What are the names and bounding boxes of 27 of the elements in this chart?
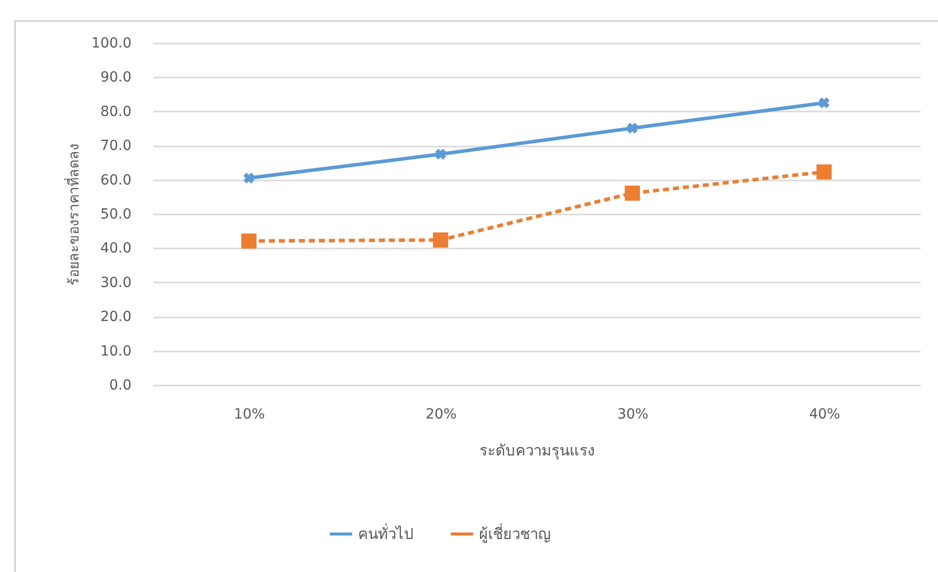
y-tick-label: 70.0 bbox=[100, 138, 132, 154]
legend-label: คนทั่วไป bbox=[358, 523, 414, 543]
y-tick-label: 0.0 bbox=[109, 378, 132, 394]
y-tick-label: 90.0 bbox=[100, 70, 132, 86]
y-tick-label: 10.0 bbox=[100, 343, 132, 360]
point bbox=[624, 186, 640, 201]
x-axis-title: ระดับความรุนแรง bbox=[480, 442, 594, 460]
point bbox=[433, 232, 448, 248]
point bbox=[816, 164, 832, 180]
y-tick-label: 60.0 bbox=[100, 172, 132, 188]
y-tick-label: 20.0 bbox=[100, 309, 132, 326]
y-tick-label: 30.0 bbox=[100, 274, 132, 291]
legend-label: ผู้เชี่ยวชาญ bbox=[479, 523, 551, 543]
point bbox=[241, 233, 256, 249]
point bbox=[818, 97, 830, 108]
x-tick-label: 20% bbox=[426, 406, 457, 422]
x-tick-label: 10% bbox=[234, 406, 265, 422]
point bbox=[435, 148, 446, 160]
x-tick-label: 40% bbox=[809, 406, 840, 422]
y-tick-label: 100.0 bbox=[91, 36, 132, 52]
y-tick-label: 40.0 bbox=[100, 240, 132, 257]
y-tick-label: 80.0 bbox=[100, 104, 132, 120]
x-tick-label: 30% bbox=[617, 406, 648, 422]
y-tick-label: 50.0 bbox=[100, 206, 132, 222]
point bbox=[243, 172, 254, 184]
point bbox=[626, 122, 638, 134]
y-axis-title: ร้อยละของราคาที่ลดลง bbox=[64, 144, 82, 286]
